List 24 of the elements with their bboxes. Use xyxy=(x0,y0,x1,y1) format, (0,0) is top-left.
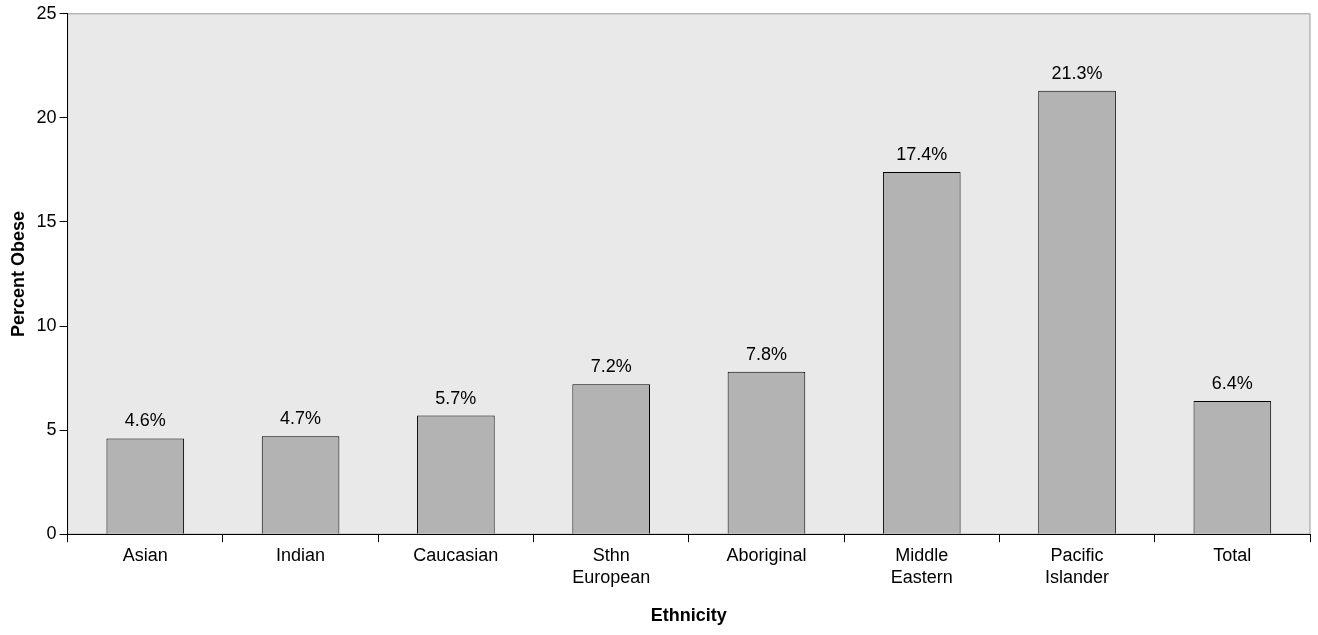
data-label: 21.3% xyxy=(1051,62,1103,83)
y-tick-label: 10 xyxy=(36,315,57,336)
y-tick-label: 15 xyxy=(36,210,57,231)
x-tick-label: Middle Eastern xyxy=(890,544,953,587)
y-tick-label: 5 xyxy=(46,419,57,440)
data-label: 7.8% xyxy=(745,343,787,364)
x-axis-title: Ethnicity xyxy=(650,605,727,626)
y-tick-label: 0 xyxy=(46,523,57,544)
y-tick-label: 20 xyxy=(36,106,57,127)
x-tick-label: Caucasian xyxy=(413,544,499,565)
data-label: 6.4% xyxy=(1211,372,1253,393)
y-axis-title: Percent Obese xyxy=(7,210,28,338)
x-tick-label: Pacific Islander xyxy=(1045,544,1110,587)
data-label: 5.7% xyxy=(435,387,477,408)
x-tick-label: Asian xyxy=(122,544,168,565)
x-tick-label: Aboriginal xyxy=(726,544,807,565)
data-label: 7.2% xyxy=(590,356,632,377)
x-tick-label: Indian xyxy=(276,544,326,565)
x-tick-label: Sthn European xyxy=(572,544,651,587)
data-label: 17.4% xyxy=(896,143,948,164)
x-tick-label: Total xyxy=(1213,544,1252,565)
data-label: 4.7% xyxy=(280,408,322,429)
data-label: 4.6% xyxy=(124,410,166,431)
y-tick-label: 25 xyxy=(36,2,57,23)
